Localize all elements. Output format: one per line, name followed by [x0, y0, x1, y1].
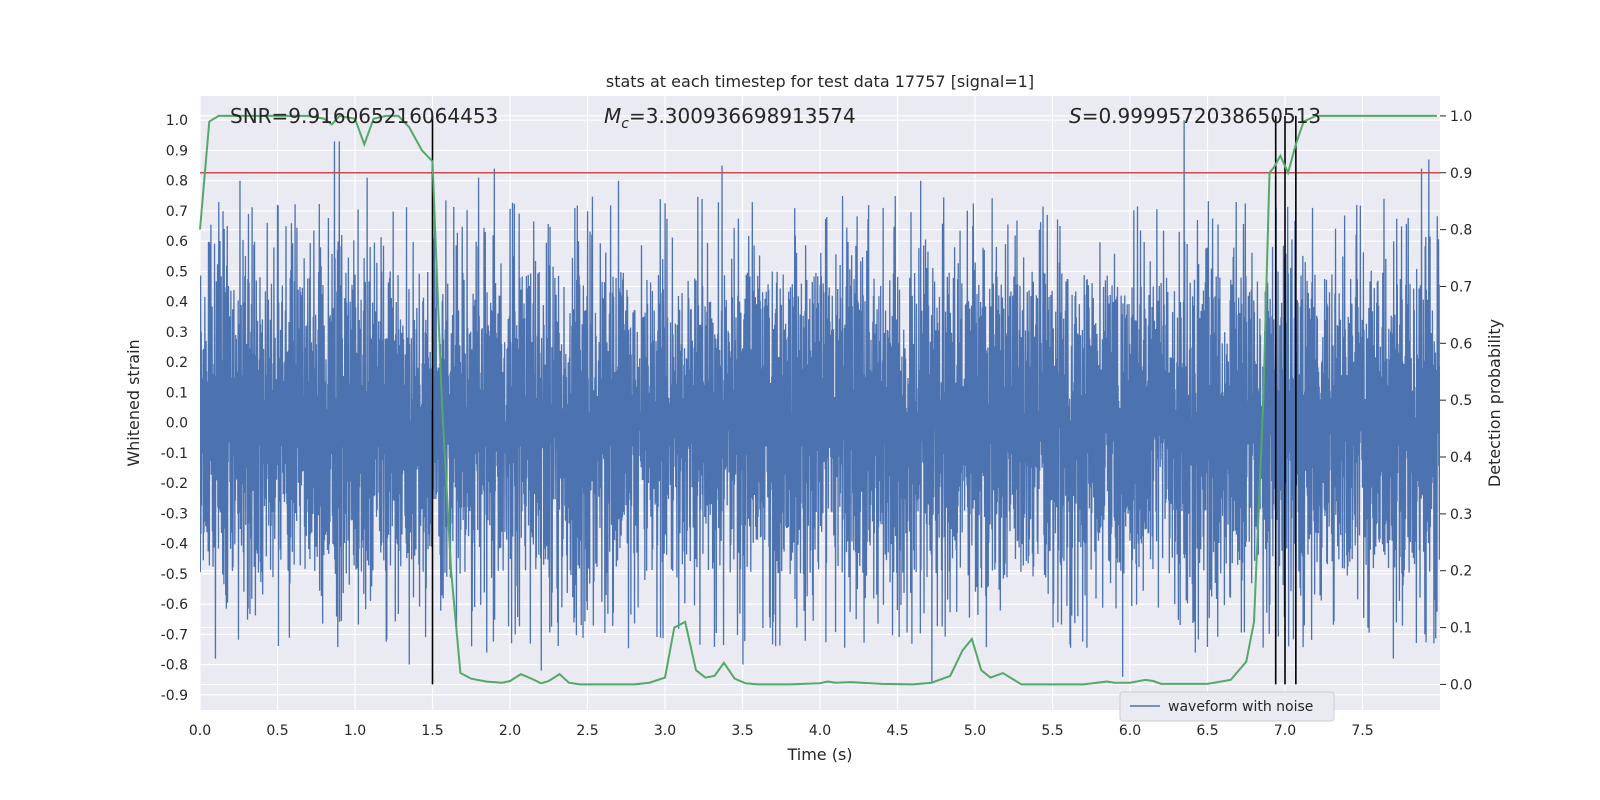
chirp-mass-value: =3.300936698913574 [629, 104, 856, 128]
chirp-mass-annotation: Mc=3.300936698913574 [604, 104, 856, 132]
x-tick-label: 0.0 [189, 723, 211, 739]
x-tick-label: 7.5 [1351, 723, 1373, 739]
y-left-tick-label: -0.3 [161, 506, 188, 522]
chirp-mass-subscript: c [621, 116, 629, 132]
y-right-tick-label: 0.7 [1450, 279, 1472, 295]
y-left-tick-label: -0.7 [161, 627, 188, 643]
chart-title: stats at each timestep for test data 177… [606, 72, 1034, 91]
y-right-tick-label: 0.6 [1450, 336, 1472, 352]
x-tick-label: 0.5 [266, 723, 288, 739]
x-tick-label: 2.0 [499, 723, 521, 739]
x-tick-label: 4.5 [886, 723, 908, 739]
y-right-tick-label: 0.5 [1450, 393, 1472, 409]
overlay-layer [199, 114, 1440, 686]
y-right-tick-label: 0.2 [1450, 564, 1472, 580]
x-tick-label: 1.5 [421, 723, 443, 739]
score-value: =0.9999572038650513 [1082, 104, 1321, 128]
score-annotation: S=0.9999572038650513 [1069, 104, 1321, 128]
y-axis-right-label: Detection probability [1485, 319, 1504, 487]
x-axis-label: Time (s) [786, 745, 852, 764]
y-left-tick-label: 0.6 [166, 234, 188, 250]
legend-box [1119, 691, 1335, 722]
y-right-tick-label: 1.0 [1450, 109, 1472, 125]
y-left-tick-label: 0.4 [166, 295, 188, 311]
y-left-tick-label: 0.8 [166, 174, 188, 190]
y-left-tick-label: -0.5 [161, 567, 188, 583]
y-left-tick-label: 0.1 [166, 385, 188, 401]
x-tick-label: 1.0 [344, 723, 366, 739]
legend: waveform with noise [1119, 691, 1335, 722]
x-tick-label: 3.0 [654, 723, 676, 739]
x-tick-label: 6.5 [1196, 723, 1218, 739]
y-left-tick-label: 0.5 [166, 264, 188, 280]
y-left-tick-label: -0.6 [161, 597, 188, 613]
x-tick-label: 4.0 [809, 723, 831, 739]
y-right-tick-label: 0.3 [1450, 507, 1472, 523]
detection-probability-series [199, 114, 1437, 686]
y-left-tick-label: 0.3 [166, 325, 188, 341]
x-tick-label: 7.0 [1274, 723, 1296, 739]
y-right-tick-label: 0.9 [1450, 166, 1472, 182]
y-left-tick-label: -0.8 [161, 658, 188, 674]
y-left-tick-label: -0.1 [161, 446, 188, 462]
score-symbol: S [1069, 104, 1082, 128]
y-right-tick-label: 0.0 [1450, 677, 1472, 693]
y-left-tick-label: 0.9 [166, 143, 188, 159]
y-right-tick-label: 0.4 [1450, 450, 1472, 466]
chirp-mass-symbol: M [604, 104, 621, 128]
y-left-tick-label: -0.9 [161, 688, 188, 704]
y-right-tick-label: 0.8 [1450, 223, 1472, 239]
y-left-tick-label: 0.0 [166, 416, 188, 432]
data-layer [200, 120, 1440, 683]
y-left-tick-label: -0.2 [161, 476, 188, 492]
waveform-series [200, 120, 1440, 683]
y-left-tick-label: -0.4 [161, 537, 188, 553]
x-tick-label: 6.0 [1119, 723, 1141, 739]
x-tick-label: 5.0 [964, 723, 986, 739]
y-left-tick-label: 0.2 [166, 355, 188, 371]
legend-label-waveform: waveform with noise [1168, 699, 1313, 715]
tick-labels: 0.0 0.5 1.0 1.5 2.0 2.5 3.0 3.5 4.0 4.5 5.0 5.5 6.0 6… [161, 109, 1473, 739]
snr-annotation: SNR=9.916065216064453 [230, 104, 498, 128]
y-left-tick-label: 1.0 [166, 113, 188, 129]
y-axis-left-label: Whitened strain [124, 339, 143, 466]
y-right-tick-label: 0.1 [1450, 621, 1472, 637]
x-tick-label: 5.5 [1041, 723, 1063, 739]
x-tick-label: 3.5 [731, 723, 753, 739]
y-left-tick-label: 0.7 [166, 204, 188, 220]
x-tick-label: 2.5 [576, 723, 598, 739]
